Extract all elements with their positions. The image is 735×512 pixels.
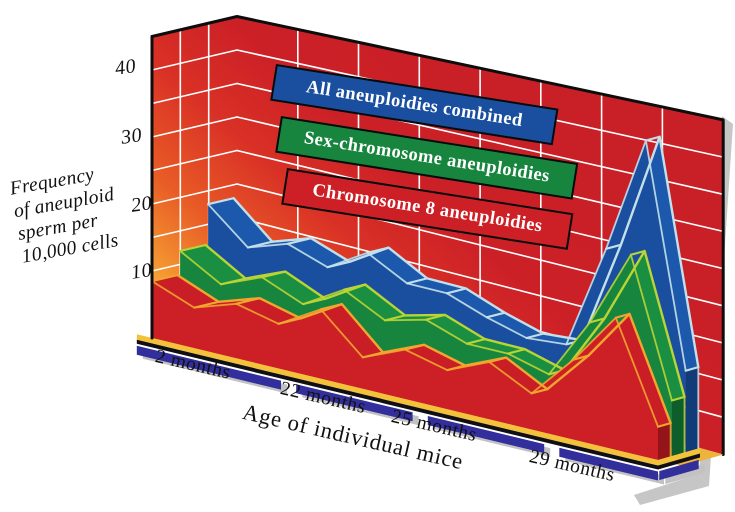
series-2-end-cap [658,423,671,460]
series-2 [150,273,672,460]
series-0-end-cap [685,367,699,453]
base-front-edge [136,339,659,470]
series-2-band [152,275,671,427]
series-1-end-cap [671,396,685,456]
tick-bar [659,459,699,481]
base-right-stripe [658,448,700,466]
tick-bar [136,345,281,390]
series-2-front [152,281,658,460]
tick-bar [559,447,658,481]
tick-bar [427,416,545,454]
base-right-edge [658,453,700,470]
base-front-stripe [136,334,659,466]
wall-shadow [634,474,709,505]
tick-bar [296,384,413,422]
